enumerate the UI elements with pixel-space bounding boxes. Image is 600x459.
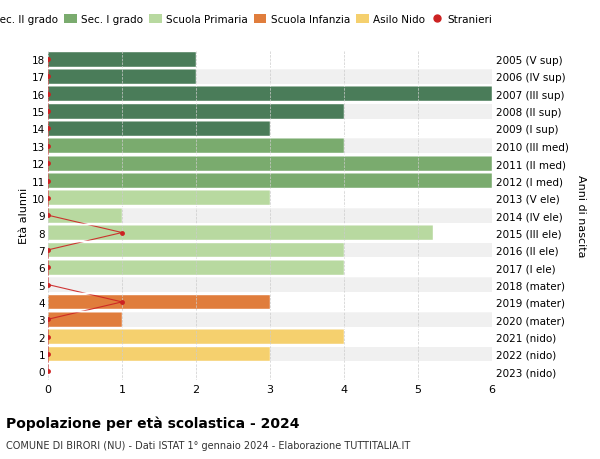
- Bar: [48, 53, 196, 67]
- Bar: [48, 191, 492, 206]
- Bar: [48, 122, 492, 137]
- Bar: [48, 105, 344, 119]
- Bar: [48, 260, 344, 275]
- Bar: [48, 139, 344, 154]
- Bar: [48, 243, 344, 257]
- Y-axis label: Età alunni: Età alunni: [19, 188, 29, 244]
- Bar: [48, 243, 492, 257]
- Bar: [48, 87, 492, 102]
- Bar: [48, 191, 270, 206]
- Bar: [48, 226, 433, 241]
- Bar: [48, 278, 492, 292]
- Bar: [48, 139, 492, 154]
- Bar: [48, 87, 492, 102]
- Bar: [48, 70, 196, 84]
- Bar: [48, 312, 492, 327]
- Bar: [48, 347, 492, 362]
- Bar: [48, 295, 492, 310]
- Bar: [48, 174, 492, 189]
- Legend: Sec. II grado, Sec. I grado, Scuola Primaria, Scuola Infanzia, Asilo Nido, Stran: Sec. II grado, Sec. I grado, Scuola Prim…: [0, 11, 497, 29]
- Bar: [48, 330, 344, 344]
- Bar: [48, 208, 122, 223]
- Bar: [48, 157, 492, 171]
- Bar: [48, 122, 270, 137]
- Bar: [48, 312, 122, 327]
- Bar: [48, 295, 270, 310]
- Bar: [48, 226, 492, 241]
- Bar: [48, 260, 492, 275]
- Text: COMUNE DI BIRORI (NU) - Dati ISTAT 1° gennaio 2024 - Elaborazione TUTTITALIA.IT: COMUNE DI BIRORI (NU) - Dati ISTAT 1° ge…: [6, 440, 410, 450]
- Bar: [48, 208, 492, 223]
- Bar: [48, 330, 492, 344]
- Bar: [48, 364, 492, 379]
- Bar: [48, 157, 492, 171]
- Bar: [48, 174, 492, 189]
- Bar: [48, 70, 492, 84]
- Bar: [48, 105, 492, 119]
- Bar: [48, 53, 492, 67]
- Bar: [48, 347, 270, 362]
- Text: Popolazione per età scolastica - 2024: Popolazione per età scolastica - 2024: [6, 415, 299, 430]
- Y-axis label: Anni di nascita: Anni di nascita: [576, 174, 586, 257]
